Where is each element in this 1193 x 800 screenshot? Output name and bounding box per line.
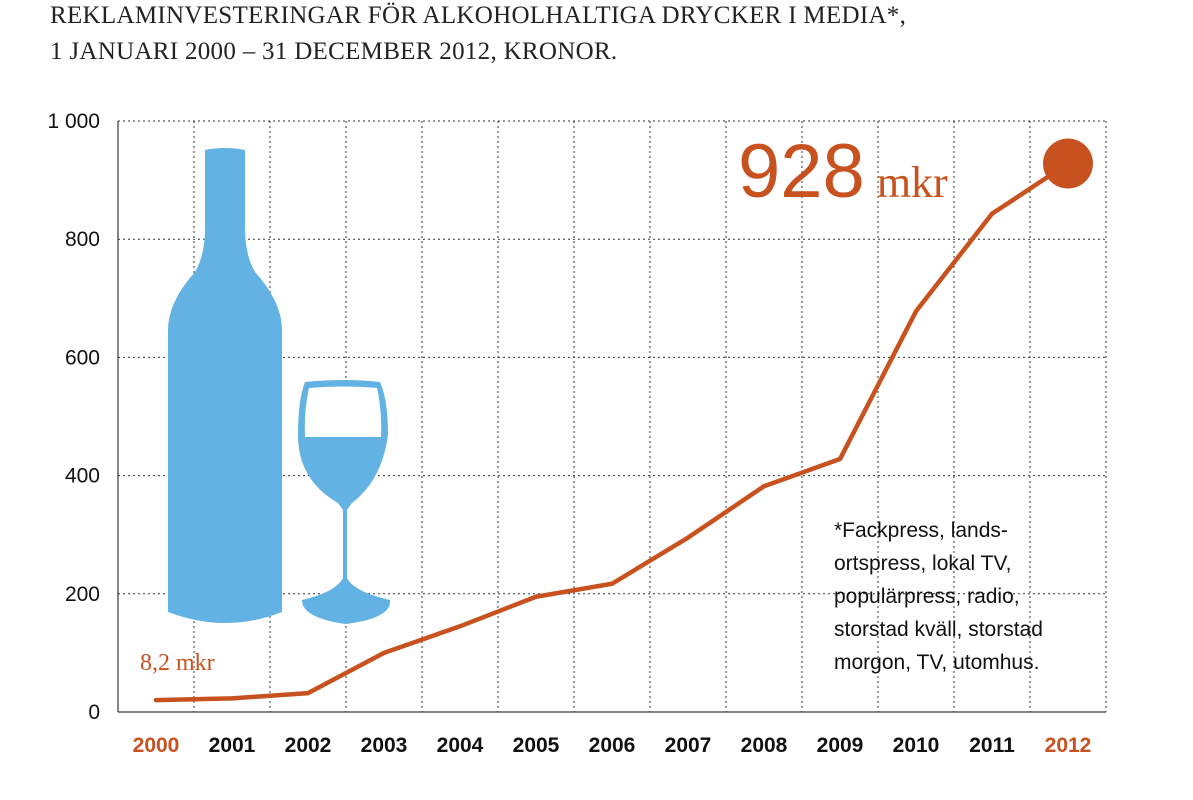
data-point (913, 309, 919, 314)
axis-labels: 0 200 400 600 800 1 000 2000 2001 2002 2003 2004 20… (47, 110, 1091, 757)
footnote: *Fackpress, lands- ortspress, lokal TV, … (834, 514, 1104, 679)
end-point-marker (1043, 138, 1093, 189)
y-tick-label: 0 (88, 701, 100, 724)
x-tick-label: 2011 (969, 734, 1015, 757)
footnote-line: populärpress, radio, (834, 585, 1020, 608)
data-point (305, 690, 311, 696)
data-point (153, 697, 159, 703)
data-point (761, 484, 767, 489)
y-tick-label: 200 (65, 583, 100, 606)
data-series (153, 138, 1093, 703)
x-tick-label: 2010 (893, 734, 940, 757)
x-tick-label: 2003 (361, 734, 408, 757)
footnote-line: storstad kväll, storstad (834, 618, 1043, 641)
illustration (168, 148, 391, 624)
x-tick-label: 2001 (209, 734, 256, 757)
x-tick-label: 2006 (589, 734, 636, 757)
end-value-number: 928 (738, 129, 865, 214)
footnote-line: morgon, TV, utomhus. (834, 651, 1040, 674)
x-tick-label: 2012 (1045, 734, 1092, 757)
data-point (229, 696, 235, 701)
data-point (457, 624, 463, 629)
y-tick-label: 600 (65, 346, 100, 369)
data-point (533, 594, 539, 599)
wine-glass-icon (298, 380, 391, 624)
start-value-annotation: 8,2 mkr (140, 650, 215, 676)
x-tick-label: 2008 (741, 734, 788, 757)
chart-title-line-2: 1 JANUARI 2000 – 31 DECEMBER 2012, KRONO… (50, 38, 618, 65)
x-tick-label: 2005 (513, 734, 560, 757)
data-point (609, 581, 615, 586)
x-tick-label: 2002 (285, 734, 332, 757)
data-point (685, 535, 691, 540)
y-tick-label: 1 000 (47, 110, 100, 133)
x-tick-label: 2009 (817, 734, 864, 757)
x-tick-label: 2007 (665, 734, 712, 757)
data-point (989, 211, 995, 216)
footnote-line: ortspress, lokal TV, (834, 552, 1012, 575)
data-point (381, 650, 387, 656)
footnote-line: *Fackpress, lands- (834, 519, 1008, 542)
x-tick-label: 2004 (437, 734, 484, 757)
y-tick-label: 400 (65, 465, 100, 488)
glass-empty-part (304, 386, 382, 437)
chart-title-line-1: REKLAMINVESTERINGAR FÖR ALKOHOLHALTIGA D… (50, 2, 907, 29)
data-point (837, 456, 843, 462)
x-tick-label: 2000 (133, 734, 180, 757)
wine-bottle-icon (168, 148, 282, 623)
y-tick-label: 800 (65, 228, 100, 251)
end-value-annotation: 928 mkr (738, 128, 948, 215)
end-value-unit: mkr (876, 158, 948, 207)
